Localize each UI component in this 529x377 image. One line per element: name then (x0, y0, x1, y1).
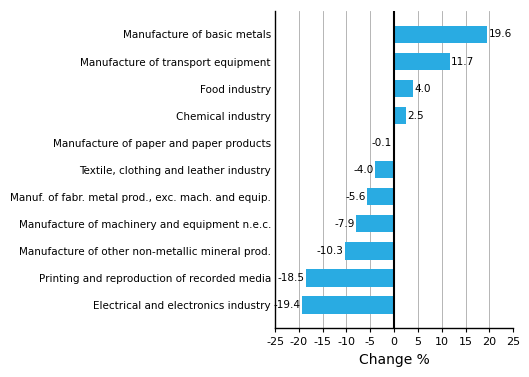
Bar (357, 215, 394, 233)
Text: -19.4: -19.4 (273, 300, 300, 310)
Bar (345, 242, 394, 259)
Bar (394, 53, 450, 70)
Bar (394, 80, 413, 97)
Bar (306, 269, 394, 287)
Bar (302, 296, 394, 314)
Text: 4.0: 4.0 (415, 84, 431, 93)
Text: -0.1: -0.1 (372, 138, 392, 148)
X-axis label: Change %: Change % (359, 352, 430, 366)
Text: 2.5: 2.5 (407, 110, 424, 121)
Text: -5.6: -5.6 (345, 192, 366, 202)
Bar (368, 188, 394, 205)
Text: -4.0: -4.0 (353, 165, 373, 175)
Text: 11.7: 11.7 (451, 57, 475, 66)
Bar (375, 161, 394, 178)
Text: 19.6: 19.6 (489, 29, 512, 40)
Text: -10.3: -10.3 (317, 246, 344, 256)
Text: -7.9: -7.9 (335, 219, 355, 229)
Bar (394, 107, 406, 124)
Text: -18.5: -18.5 (278, 273, 305, 283)
Bar (394, 26, 487, 43)
